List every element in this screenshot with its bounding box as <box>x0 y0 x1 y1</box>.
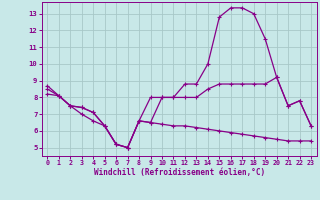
X-axis label: Windchill (Refroidissement éolien,°C): Windchill (Refroidissement éolien,°C) <box>94 168 265 177</box>
